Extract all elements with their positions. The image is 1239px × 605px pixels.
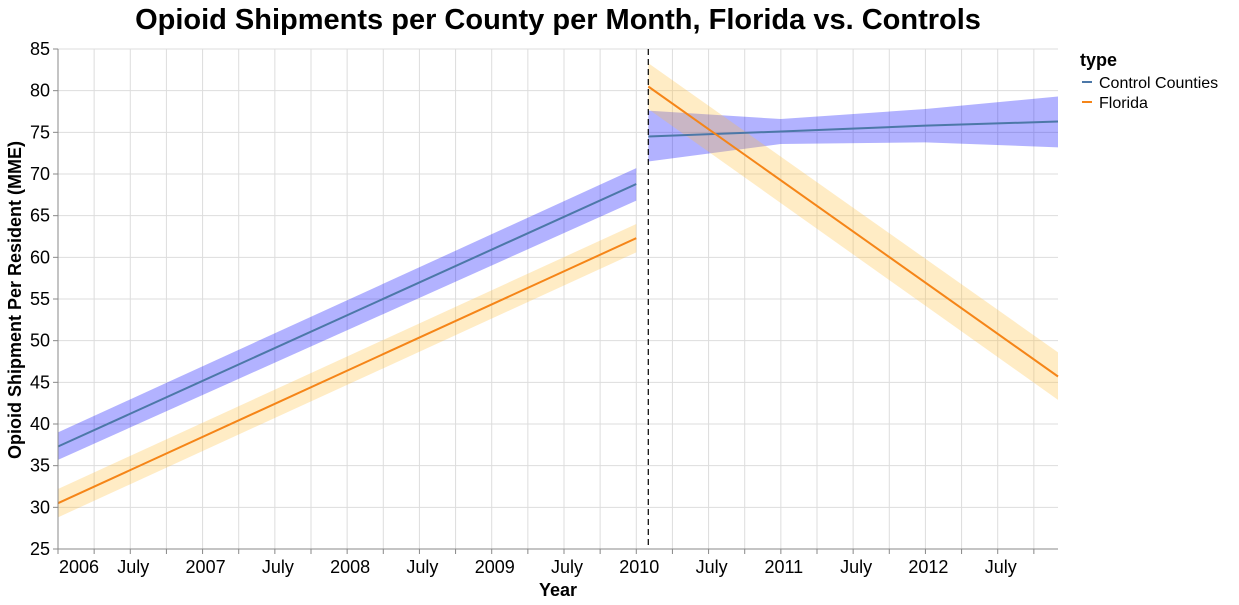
axes: 25 30 35 40 45 50 55 60 65 70 75 80 85 2006 July 2007 Ju… <box>30 39 1058 577</box>
x-tick-label: July <box>551 557 583 577</box>
y-tick-label: 25 <box>30 539 50 559</box>
x-tick-label: July <box>406 557 438 577</box>
x-tick-label: July <box>985 557 1017 577</box>
chart-title: Opioid Shipments per County per Month, F… <box>135 4 981 36</box>
x-tick-label: 2007 <box>186 557 226 577</box>
legend: type Control Counties Florida <box>1080 50 1218 112</box>
x-tick-label: 2010 <box>619 557 659 577</box>
legend-label-control-counties: Control Counties <box>1099 75 1218 92</box>
legend-title: type <box>1080 50 1117 70</box>
x-tick-label: July <box>262 557 294 577</box>
florida-trend-line <box>647 85 1059 378</box>
legend-label-florida: Florida <box>1099 95 1148 112</box>
control-counties-trend-line <box>57 183 637 448</box>
x-tick-label: 2008 <box>330 557 370 577</box>
y-tick-label: 45 <box>30 372 50 392</box>
y-tick-label: 50 <box>30 331 50 351</box>
x-tick-label: July <box>696 557 728 577</box>
x-tick-label: 2011 <box>764 557 803 577</box>
x-tick-label: 2006 <box>59 557 99 577</box>
florida-trend-line <box>57 237 637 505</box>
y-tick-label: 85 <box>30 39 50 59</box>
y-tick-label: 30 <box>30 497 50 517</box>
y-axis-title: Opioid Shipment Per Resident (MME) <box>5 141 25 459</box>
y-tick-label: 80 <box>30 81 50 101</box>
y-tick-label: 75 <box>30 122 50 142</box>
y-tick-label: 55 <box>30 289 50 309</box>
y-tick-label: 40 <box>30 414 50 434</box>
y-tick-label: 35 <box>30 456 50 476</box>
control-counties-confidence-band <box>58 168 637 460</box>
x-tick-label: 2012 <box>908 557 948 577</box>
y-tick-label: 70 <box>30 164 50 184</box>
x-tick-label: July <box>840 557 872 577</box>
confidence-bands <box>58 63 1058 518</box>
x-axis-title: Year <box>539 580 577 600</box>
trend-lines <box>57 85 1059 505</box>
x-tick-label: July <box>117 557 149 577</box>
x-tick-label: 2009 <box>475 557 515 577</box>
y-tick-label: 60 <box>30 247 50 267</box>
y-tick-label: 65 <box>30 206 50 226</box>
